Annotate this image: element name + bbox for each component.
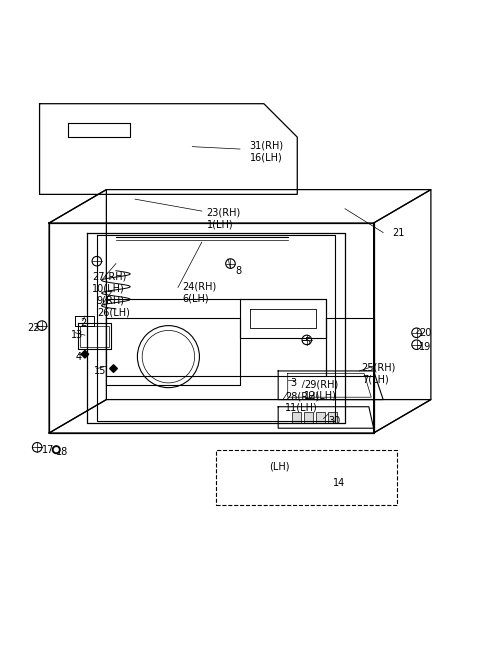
Text: 27(RH)
10(LH): 27(RH) 10(LH): [92, 272, 126, 293]
Text: (LH): (LH): [269, 461, 289, 472]
Text: 8: 8: [235, 266, 241, 276]
Text: 29(RH)
12(LH): 29(RH) 12(LH): [304, 379, 339, 401]
Text: 3: 3: [290, 378, 296, 388]
Text: 24(RH)
6(LH): 24(RH) 6(LH): [183, 281, 217, 303]
Bar: [304, 411, 313, 423]
Polygon shape: [81, 350, 89, 358]
Bar: [328, 411, 337, 423]
Text: 31(RH)
16(LH): 31(RH) 16(LH): [250, 140, 284, 162]
Text: 19: 19: [419, 342, 431, 352]
Text: 30: 30: [328, 416, 340, 426]
Text: 28(RH)
11(LH): 28(RH) 11(LH): [285, 391, 320, 413]
Bar: [266, 471, 277, 488]
Text: 13: 13: [71, 330, 83, 340]
Text: 5: 5: [304, 337, 311, 347]
Polygon shape: [110, 365, 117, 373]
Circle shape: [52, 446, 60, 453]
Bar: [252, 471, 263, 488]
Text: 2: 2: [80, 318, 86, 328]
Text: 22: 22: [28, 323, 40, 333]
Text: 14: 14: [333, 478, 345, 488]
Text: 17: 17: [42, 445, 54, 455]
FancyBboxPatch shape: [216, 450, 397, 504]
Text: 20: 20: [419, 328, 432, 338]
Bar: [238, 471, 248, 488]
Bar: [316, 411, 325, 423]
Text: 9(RH)
26(LH): 9(RH) 26(LH): [97, 296, 130, 318]
Text: 15: 15: [95, 366, 107, 376]
Text: 25(RH)
7(LH): 25(RH) 7(LH): [362, 363, 396, 384]
Bar: [292, 411, 301, 423]
Circle shape: [54, 448, 58, 451]
Text: 23(RH)
1(LH): 23(RH) 1(LH): [206, 207, 241, 229]
Bar: [281, 471, 291, 488]
Text: 21: 21: [393, 228, 405, 237]
Text: 4: 4: [75, 352, 82, 361]
Text: 18: 18: [56, 447, 69, 457]
